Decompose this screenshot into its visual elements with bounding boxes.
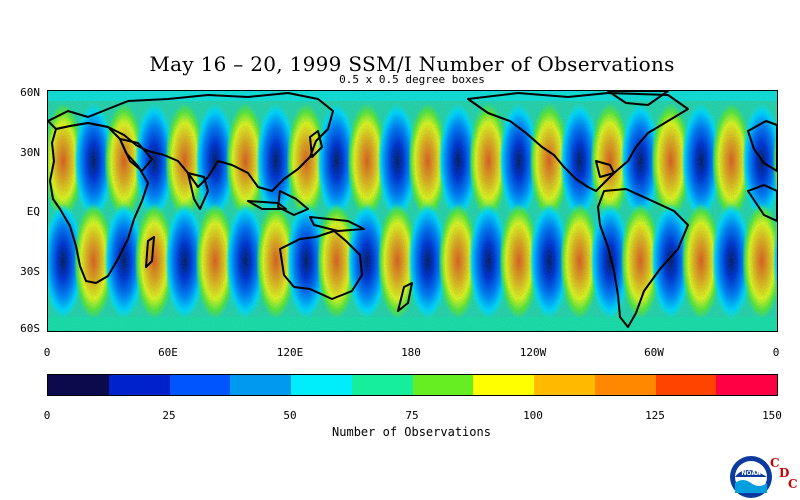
lon-label-180: 180 [401,346,421,359]
lon-label-120w: 120W [519,346,547,359]
cdc-letter-d: D [779,466,790,480]
colorbar-segment [655,375,717,395]
colorbar [47,374,778,396]
lon-label-0-end: 0 [772,346,780,359]
noaa-logo-icon: NOAA [730,456,772,498]
page-title: May 16 – 20, 1999 SSM/I Number of Observ… [149,52,675,76]
lon-label-120e: 120E [276,346,304,359]
colorbar-segment [594,375,656,395]
noise-texture [48,91,777,331]
colorbar-label-75: 75 [405,409,419,422]
coastlines [48,91,777,328]
lon-label-0: 0 [43,346,51,359]
colorbar-segment [534,375,595,395]
colorbar-segment [291,375,352,395]
cdc-letter-c1: C [770,456,780,470]
colorbar-title: Number of Observations [332,425,491,439]
colorbar-segment [351,375,413,395]
colorbar-segment [169,375,231,395]
colorbar-segment [48,375,109,395]
cdc-letter-c2: C [788,477,798,491]
colorbar-segment [412,375,474,395]
lat-label-60n: 60N [20,86,40,99]
colorbar-label-125: 125 [645,409,665,422]
lat-label-60s: 60S [20,322,40,335]
lat-label-30s: 30S [20,265,40,278]
page-subtitle: 0.5 x 0.5 degree boxes [339,73,485,86]
colorbar-label-25: 25 [162,409,176,422]
lon-label-60w: 60W [644,346,664,359]
map-canvas [48,91,777,331]
colorbar-label-0: 0 [43,409,51,422]
colorbar-label-100: 100 [523,409,543,422]
lon-label-60e: 60E [158,346,178,359]
colorbar-label-50: 50 [283,409,297,422]
lat-label-30n: 30N [20,146,40,159]
lat-label-eq: EQ [26,205,40,218]
colorbar-segment [230,375,291,395]
colorbar-segment [473,375,534,395]
colorbar-segment [716,375,777,395]
svg-text:NOAA: NOAA [741,470,761,477]
observation-map [47,90,778,332]
colorbar-label-150: 150 [762,409,782,422]
colorbar-segment [108,375,170,395]
